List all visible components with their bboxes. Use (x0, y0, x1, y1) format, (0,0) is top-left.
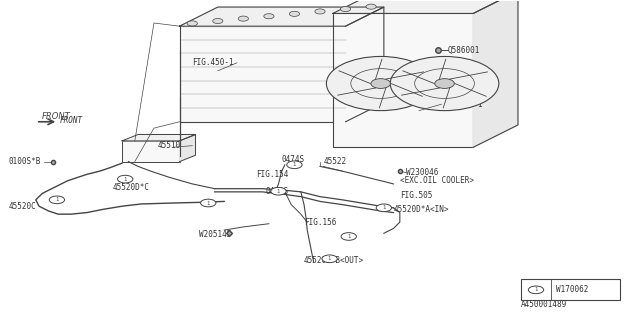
Text: 1: 1 (55, 197, 59, 202)
Text: 1: 1 (276, 189, 280, 194)
Text: FIG.450-1: FIG.450-1 (192, 58, 234, 67)
Circle shape (212, 19, 223, 24)
Text: A450001489: A450001489 (521, 300, 568, 309)
Bar (521, 279, 620, 300)
Bar (122, 141, 179, 162)
Polygon shape (122, 134, 195, 141)
Circle shape (341, 233, 356, 240)
Circle shape (315, 9, 325, 14)
Text: 1: 1 (382, 205, 386, 210)
Text: Q586001: Q586001 (448, 45, 480, 55)
Circle shape (187, 21, 197, 26)
Text: FRONT: FRONT (60, 116, 83, 125)
Text: 45520D*C: 45520D*C (113, 183, 150, 192)
Text: 0474S: 0474S (282, 156, 305, 164)
Circle shape (264, 14, 274, 19)
Circle shape (390, 56, 499, 111)
Circle shape (322, 255, 337, 263)
Circle shape (289, 11, 300, 16)
Text: 45520C: 45520C (8, 202, 36, 211)
Text: 0474S: 0474S (266, 188, 289, 196)
Circle shape (326, 56, 435, 111)
Text: 1: 1 (292, 162, 296, 167)
Text: W230046: W230046 (406, 168, 438, 177)
Text: FRONT: FRONT (42, 113, 71, 122)
Circle shape (287, 161, 302, 169)
Polygon shape (333, 0, 518, 13)
Text: 1: 1 (534, 287, 538, 292)
Polygon shape (179, 7, 384, 26)
Text: <EXC.OIL COOLER>: <EXC.OIL COOLER> (400, 176, 474, 185)
Circle shape (371, 79, 390, 88)
Text: FIG.505: FIG.505 (400, 190, 432, 200)
Circle shape (366, 4, 376, 9)
Circle shape (435, 79, 454, 88)
Circle shape (200, 199, 216, 207)
Text: 45520D*B<OUT>: 45520D*B<OUT> (304, 256, 364, 265)
Text: 1: 1 (347, 234, 351, 239)
Text: W205145: W205145 (198, 230, 231, 239)
Text: FIG.154: FIG.154 (256, 170, 289, 179)
Circle shape (271, 188, 286, 195)
Text: 1: 1 (328, 256, 332, 261)
Circle shape (376, 204, 392, 212)
Text: 45522: 45522 (323, 157, 346, 166)
Circle shape (529, 286, 543, 294)
Text: FIG.450-1: FIG.450-1 (442, 100, 483, 109)
Bar (333, 13, 473, 147)
Text: W170062: W170062 (556, 285, 588, 294)
Circle shape (118, 175, 133, 183)
Text: FIG.156: FIG.156 (304, 218, 337, 227)
Polygon shape (346, 7, 384, 122)
Polygon shape (179, 134, 195, 162)
Text: 1: 1 (207, 201, 210, 205)
Circle shape (238, 16, 248, 21)
Bar (179, 26, 346, 122)
Text: 1: 1 (124, 177, 127, 182)
Text: 45510: 45510 (157, 141, 180, 150)
Text: 0100S*B: 0100S*B (8, 157, 41, 166)
Polygon shape (473, 0, 518, 147)
Circle shape (340, 6, 351, 12)
Text: 45520D*A<IN>: 45520D*A<IN> (394, 205, 449, 214)
Circle shape (49, 196, 65, 204)
